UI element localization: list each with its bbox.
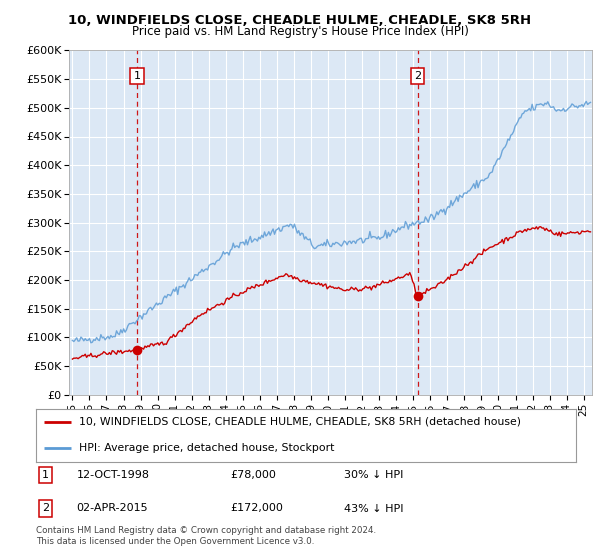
Text: 1: 1 bbox=[42, 470, 49, 480]
Text: Price paid vs. HM Land Registry's House Price Index (HPI): Price paid vs. HM Land Registry's House … bbox=[131, 25, 469, 38]
Text: 02-APR-2015: 02-APR-2015 bbox=[77, 503, 148, 514]
Text: £78,000: £78,000 bbox=[230, 470, 276, 480]
Text: 1: 1 bbox=[133, 71, 140, 81]
Text: 10, WINDFIELDS CLOSE, CHEADLE HULME, CHEADLE, SK8 5RH (detached house): 10, WINDFIELDS CLOSE, CHEADLE HULME, CHE… bbox=[79, 417, 521, 427]
Text: £172,000: £172,000 bbox=[230, 503, 283, 514]
Text: 10, WINDFIELDS CLOSE, CHEADLE HULME, CHEADLE, SK8 5RH: 10, WINDFIELDS CLOSE, CHEADLE HULME, CHE… bbox=[68, 14, 532, 27]
Text: 30% ↓ HPI: 30% ↓ HPI bbox=[344, 470, 403, 480]
Text: HPI: Average price, detached house, Stockport: HPI: Average price, detached house, Stoc… bbox=[79, 443, 335, 453]
Text: 43% ↓ HPI: 43% ↓ HPI bbox=[344, 503, 403, 514]
Text: 12-OCT-1998: 12-OCT-1998 bbox=[77, 470, 149, 480]
Text: Contains HM Land Registry data © Crown copyright and database right 2024.
This d: Contains HM Land Registry data © Crown c… bbox=[36, 526, 376, 546]
Text: 2: 2 bbox=[414, 71, 421, 81]
Text: 2: 2 bbox=[42, 503, 49, 514]
